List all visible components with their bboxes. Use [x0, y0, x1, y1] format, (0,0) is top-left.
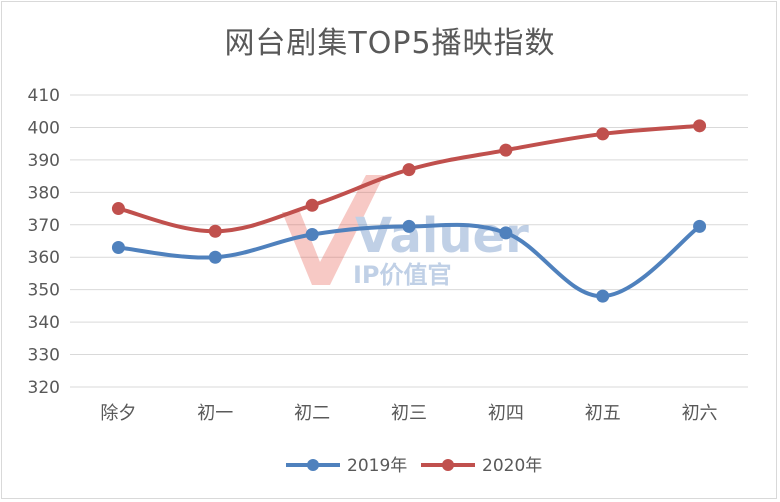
- y-tick-label-410: 410: [28, 86, 60, 106]
- point-1-0: [111, 202, 125, 216]
- legend: 2019年 2020年: [286, 456, 542, 476]
- x-tick-label-2: 初二: [294, 403, 330, 424]
- x-tick-label-4: 初四: [488, 403, 524, 424]
- point-0-1: [208, 250, 222, 264]
- x-tick-label-1: 初一: [197, 403, 233, 424]
- series-lines: [111, 119, 707, 303]
- y-tick-label-370: 370: [28, 216, 60, 236]
- point-1-4: [499, 143, 513, 157]
- y-tick-label-390: 390: [28, 151, 60, 171]
- legend-marker-2020: [442, 459, 454, 471]
- legend-label-2020: 2020年: [482, 456, 542, 476]
- point-1-6: [693, 119, 707, 133]
- watermark-logo-text: Valuer: [355, 208, 529, 264]
- point-0-6: [693, 219, 707, 233]
- y-tick-label-330: 330: [28, 346, 60, 366]
- valuer-watermark: Valuer IP价值官: [282, 175, 529, 289]
- point-0-3: [402, 219, 416, 233]
- point-1-5: [596, 127, 610, 141]
- point-1-1: [208, 224, 222, 238]
- x-tick-label-6: 初六: [682, 403, 718, 424]
- watermark-v-shape: [282, 175, 384, 285]
- y-tick-label-320: 320: [28, 378, 60, 398]
- x-tick-label-5: 初五: [585, 403, 621, 424]
- y-tick-label-350: 350: [28, 281, 60, 301]
- legend-label-2019: 2019年: [347, 456, 407, 476]
- y-tick-label-400: 400: [28, 118, 60, 138]
- point-0-2: [305, 228, 319, 242]
- point-1-3: [402, 163, 416, 177]
- chart-title: 网台剧集TOP5播映指数: [224, 26, 556, 61]
- point-0-4: [499, 226, 513, 240]
- point-0-5: [596, 289, 610, 303]
- y-tick-label-380: 380: [28, 183, 60, 203]
- x-tick-label-0: 除夕: [100, 403, 136, 424]
- legend-marker-2019: [307, 459, 319, 471]
- watermark-sub-text: IP价值官: [353, 261, 452, 289]
- x-tick-label-3: 初三: [391, 403, 427, 424]
- point-1-2: [305, 198, 319, 212]
- point-0-0: [111, 240, 125, 254]
- y-tick-label-360: 360: [28, 248, 60, 268]
- y-tick-label-340: 340: [28, 313, 60, 333]
- y-axis-ticks: 320 330 340 350 360 370 380 390 400 410: [28, 86, 60, 398]
- x-axis-categories: 除夕 初一 初二 初三 初四 初五 初六: [100, 403, 717, 424]
